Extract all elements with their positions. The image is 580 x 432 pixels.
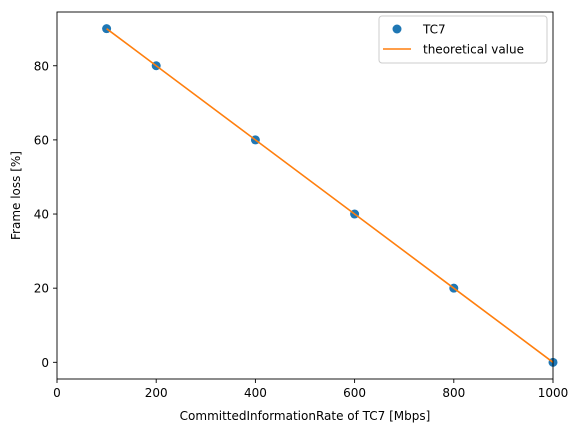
legend-marker-tc7 bbox=[393, 25, 402, 34]
y-axis-label: Frame loss [%] bbox=[9, 151, 23, 240]
y-tick-label: 20 bbox=[34, 282, 49, 296]
legend-label-theoretical: theoretical value bbox=[423, 43, 524, 57]
legend-label-tc7: TC7 bbox=[422, 23, 446, 37]
legend: TC7 theoretical value bbox=[379, 16, 547, 63]
x-tick-label: 800 bbox=[442, 386, 465, 400]
y-tick-label: 80 bbox=[34, 59, 49, 73]
y-tick-label: 60 bbox=[34, 133, 49, 147]
x-axis-label: CommittedInformationRate of TC7 [Mbps] bbox=[180, 409, 431, 423]
y-tick-label: 0 bbox=[41, 356, 49, 370]
x-axis: 0 200 400 600 800 1000 bbox=[53, 379, 568, 400]
y-axis: 0 20 40 60 80 bbox=[34, 59, 57, 370]
x-tick-label: 400 bbox=[244, 386, 267, 400]
plot-background bbox=[57, 12, 553, 379]
x-tick-label: 600 bbox=[343, 386, 366, 400]
x-tick-label: 200 bbox=[145, 386, 168, 400]
x-tick-label: 1000 bbox=[538, 386, 569, 400]
y-tick-label: 40 bbox=[34, 208, 49, 222]
x-tick-label: 0 bbox=[53, 386, 61, 400]
